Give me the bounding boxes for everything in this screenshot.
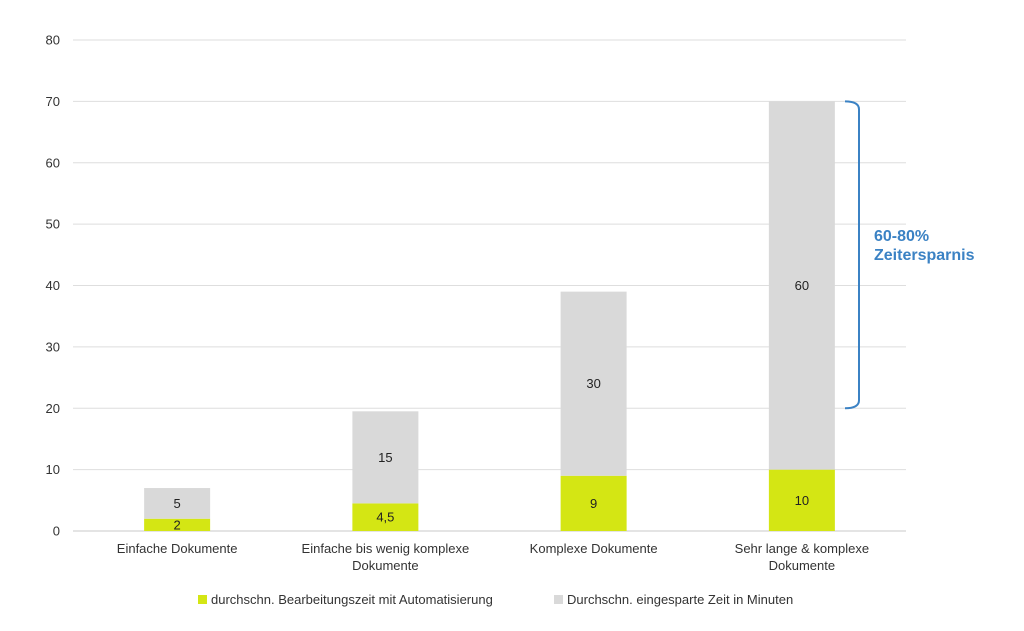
y-tick-label: 70 — [46, 94, 60, 109]
data-label: 2 — [174, 517, 181, 532]
category-label: Sehr lange & komplexe — [735, 541, 869, 556]
category-label: Dokumente — [352, 558, 418, 573]
savings-annotation: 60-80% Zeitersparnis — [844, 100, 975, 410]
bar-segment-s1-c2 — [560, 291, 627, 476]
annotation-text: 60-80% — [874, 228, 929, 245]
data-label: 10 — [795, 493, 809, 508]
category-label: Dokumente — [769, 558, 835, 573]
y-tick-label: 30 — [46, 339, 60, 354]
data-label: 60 — [795, 278, 809, 293]
y-tick-label: 10 — [46, 462, 60, 477]
y-tick-label: 40 — [46, 278, 60, 293]
legend-label: durchschn. Bearbeitungszeit mit Automati… — [211, 592, 493, 607]
x-axis-categories: Einfache Dokumente Einfache bis wenig kom… — [117, 541, 869, 573]
bar-series: 2 5 4,5 15 9 30 10 60 — [144, 101, 835, 532]
legend: durchschn. Bearbeitungszeit mit Automati… — [198, 592, 793, 607]
data-label: 5 — [174, 496, 181, 511]
category-label: Komplexe Dokumente — [530, 541, 658, 556]
legend-label: Durchschn. eingesparte Zeit in Minuten — [567, 592, 793, 607]
y-tick-label: 0 — [53, 524, 60, 539]
y-tick-label: 60 — [46, 155, 60, 170]
bar-segment-s1-c0 — [144, 488, 211, 519]
bar-segment-s0-c1 — [352, 503, 419, 531]
y-tick-label: 80 — [46, 33, 60, 48]
data-label: 4,5 — [376, 510, 394, 525]
category-label: Einfache bis wenig komplexe — [302, 541, 470, 556]
category-label: Einfache Dokumente — [117, 541, 238, 556]
y-tick-label: 50 — [46, 217, 60, 232]
bracket-icon — [844, 100, 860, 410]
bar-segment-s1-c1 — [352, 411, 419, 504]
data-label: 30 — [586, 376, 600, 391]
data-label: 9 — [590, 496, 597, 511]
legend-swatch — [198, 595, 207, 604]
grid-lines — [73, 39, 906, 532]
annotation-text: Zeitersparnis — [874, 247, 975, 264]
y-axis-ticks: 0 10 20 30 40 50 60 70 80 — [46, 33, 60, 539]
data-label: 15 — [378, 450, 392, 465]
bar-segment-s1-c3 — [768, 101, 835, 470]
bar-segment-s0-c3 — [768, 469, 835, 531]
legend-swatch — [554, 595, 563, 604]
bar-segment-s0-c2 — [560, 475, 627, 531]
y-tick-label: 20 — [46, 401, 60, 416]
bar-segment-s0-c0 — [144, 518, 211, 531]
